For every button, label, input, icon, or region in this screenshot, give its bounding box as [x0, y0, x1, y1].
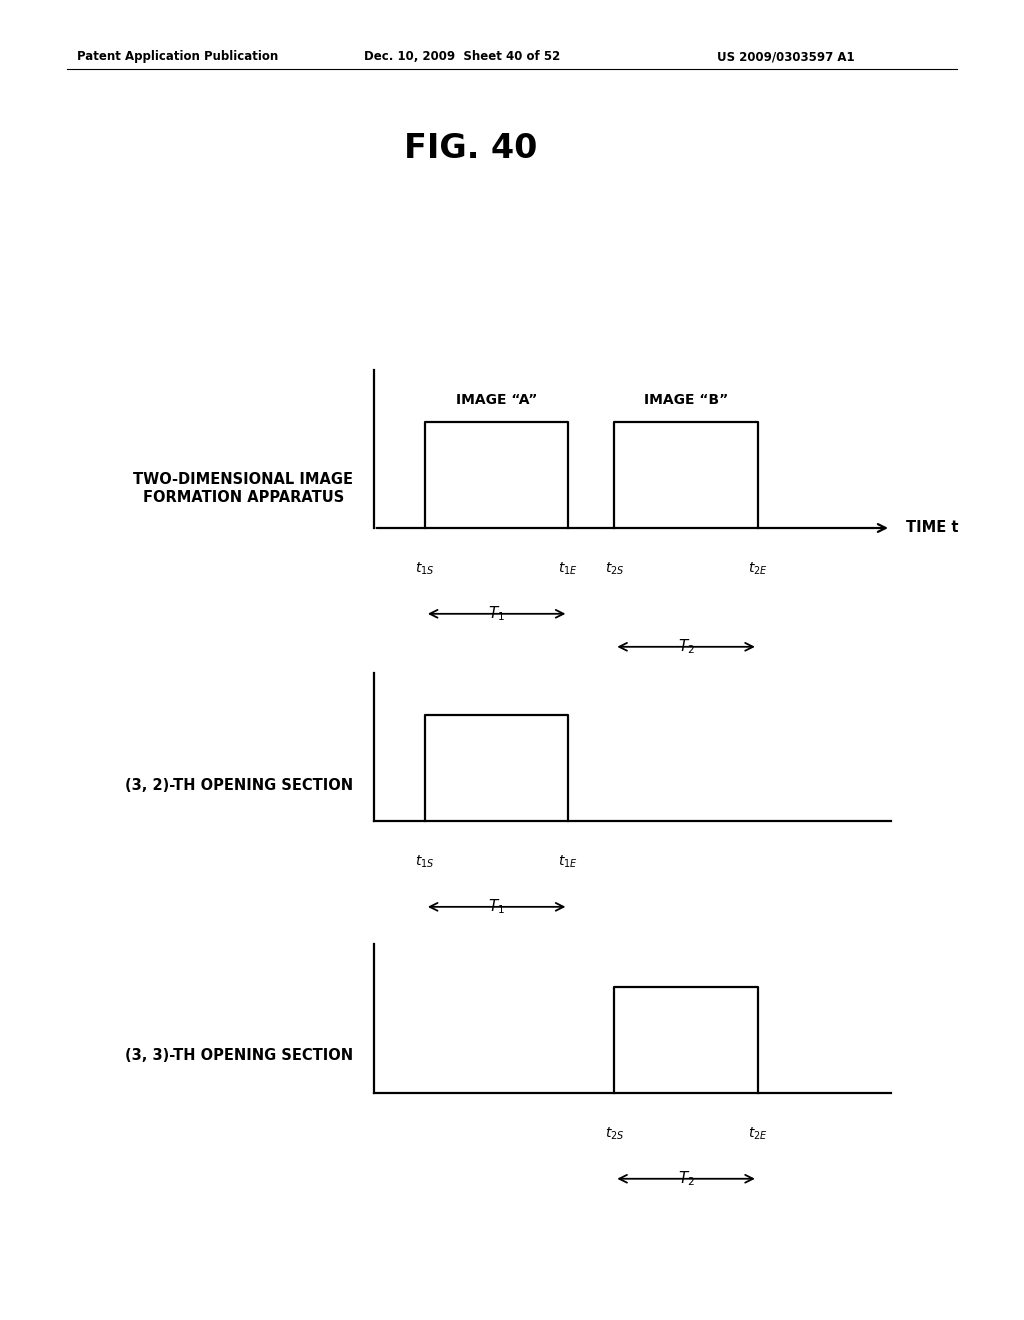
Text: IMAGE “A”: IMAGE “A”	[456, 392, 538, 407]
Text: $T_{1}$: $T_{1}$	[488, 898, 505, 916]
Text: IMAGE “B”: IMAGE “B”	[644, 392, 728, 407]
Text: $t_{1E}$: $t_{1E}$	[558, 854, 579, 870]
Text: $t_{1S}$: $t_{1S}$	[415, 561, 435, 577]
Text: $t_{1S}$: $t_{1S}$	[415, 854, 435, 870]
Text: TIME t: TIME t	[906, 520, 958, 536]
Text: $T_{2}$: $T_{2}$	[678, 1170, 694, 1188]
Text: (3, 2)-TH OPENING SECTION: (3, 2)-TH OPENING SECTION	[125, 777, 353, 793]
Text: $T_{1}$: $T_{1}$	[488, 605, 505, 623]
Text: $t_{2S}$: $t_{2S}$	[604, 1126, 625, 1142]
Text: $T_{2}$: $T_{2}$	[678, 638, 694, 656]
Text: (3, 3)-TH OPENING SECTION: (3, 3)-TH OPENING SECTION	[125, 1048, 353, 1064]
Text: TWO-DIMENSIONAL IMAGE
FORMATION APPARATUS: TWO-DIMENSIONAL IMAGE FORMATION APPARATU…	[133, 473, 353, 504]
Text: $t_{1E}$: $t_{1E}$	[558, 561, 579, 577]
Text: $t_{2E}$: $t_{2E}$	[748, 561, 768, 577]
Text: $t_{2E}$: $t_{2E}$	[748, 1126, 768, 1142]
Text: FIG. 40: FIG. 40	[404, 132, 538, 165]
Text: $t_{2S}$: $t_{2S}$	[604, 561, 625, 577]
Text: US 2009/0303597 A1: US 2009/0303597 A1	[717, 50, 854, 63]
Text: Dec. 10, 2009  Sheet 40 of 52: Dec. 10, 2009 Sheet 40 of 52	[364, 50, 560, 63]
Text: Patent Application Publication: Patent Application Publication	[77, 50, 279, 63]
